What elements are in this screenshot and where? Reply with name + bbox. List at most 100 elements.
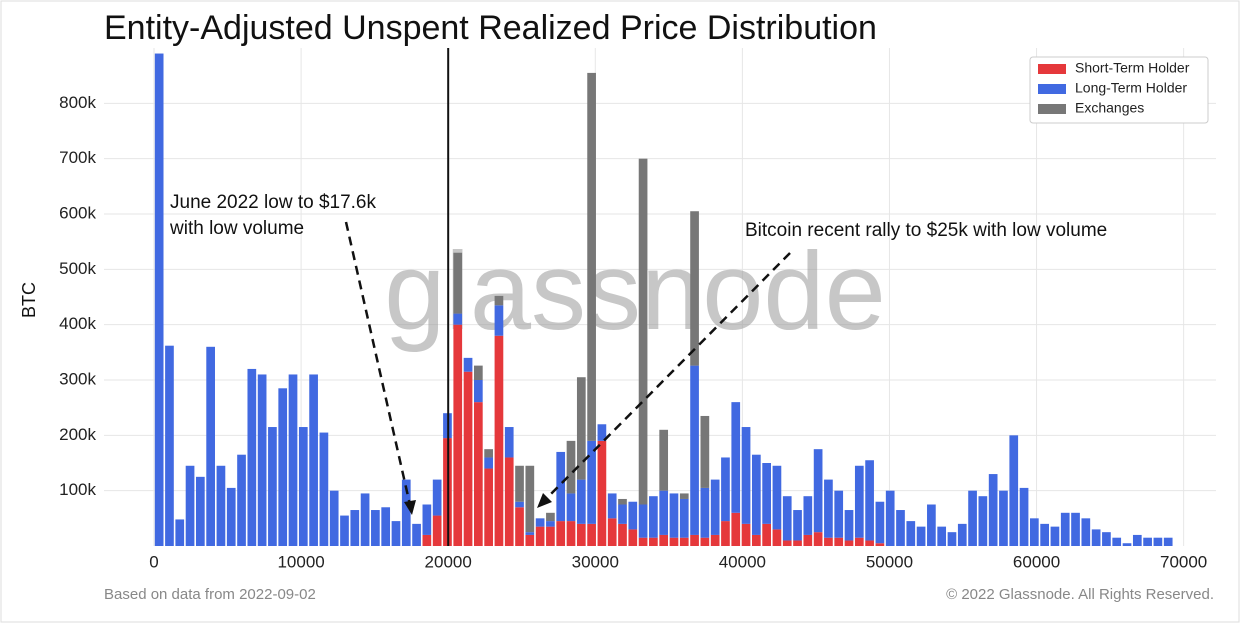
bar-segment — [618, 523, 627, 546]
bar-segment — [875, 501, 885, 544]
bar-segment — [824, 537, 833, 546]
bar-segment — [515, 465, 524, 502]
bar-segment — [1071, 512, 1080, 546]
bar-segment — [844, 540, 854, 546]
bar-segment — [865, 540, 874, 546]
y-tick-label: 700k — [59, 148, 96, 167]
bar-segment — [690, 211, 699, 366]
bar-segment — [721, 457, 730, 522]
bar-segment — [1153, 537, 1163, 546]
bar-segment — [618, 504, 627, 524]
bar-segment — [679, 498, 689, 538]
bar-segment — [700, 537, 710, 546]
bar-segment — [473, 402, 483, 546]
bar-segment — [1091, 529, 1101, 546]
bar-segment — [607, 518, 617, 546]
bar-segment — [638, 158, 648, 505]
bar-segment — [391, 521, 401, 546]
bar-segment — [309, 374, 318, 546]
bar-segment — [237, 454, 246, 546]
y-tick-label: 300k — [59, 369, 96, 388]
y-tick-label: 600k — [59, 203, 96, 222]
bar-segment — [906, 521, 916, 546]
bar-segment — [463, 371, 473, 546]
bar-segment — [566, 440, 576, 494]
bar-segment — [504, 457, 514, 546]
bar-segment — [669, 493, 679, 538]
bar-segment — [999, 490, 1008, 546]
bar-segment — [494, 335, 504, 546]
bar-segment — [927, 504, 936, 546]
bar-segment — [659, 490, 669, 535]
bar-segment — [1163, 537, 1173, 546]
bar-segment — [649, 496, 658, 538]
bar-segment — [896, 510, 905, 546]
bar-segment — [587, 440, 596, 524]
bar-segment — [484, 449, 493, 458]
bar-segment — [803, 496, 813, 535]
bar-segment — [453, 252, 463, 314]
bar-segment — [504, 427, 514, 458]
bar-segment — [1060, 512, 1070, 546]
bar-segment — [649, 537, 658, 546]
annotation-text: with low volume — [169, 218, 304, 239]
y-tick-label: 800k — [59, 93, 96, 112]
bar-segment — [576, 523, 586, 546]
arrow-head — [537, 493, 552, 508]
x-tick-label: 70000 — [1160, 552, 1207, 571]
legend-swatch — [1038, 64, 1066, 74]
legend-label: Long-Term Holder — [1075, 80, 1187, 96]
bar-segment — [834, 537, 844, 546]
bar-segment — [772, 529, 782, 546]
bar-segment — [556, 521, 566, 546]
y-tick-label: 400k — [59, 314, 96, 333]
footer-source: Based on data from 2022-09-02 — [104, 586, 316, 603]
bar-segment — [824, 479, 833, 538]
bar-segment — [556, 451, 566, 522]
bar-segment — [453, 324, 463, 546]
bar-segment — [700, 415, 710, 488]
bar-segment — [762, 463, 771, 524]
bar-segment — [401, 479, 411, 546]
bar-segment — [350, 510, 360, 546]
bar-segment — [566, 521, 576, 546]
bar-segment — [247, 368, 257, 546]
bar-segment — [422, 534, 432, 546]
bar-segment — [1019, 487, 1029, 546]
legend-label: Exchanges — [1075, 100, 1144, 116]
bar-segment — [535, 518, 545, 527]
bar-segment — [751, 534, 761, 546]
y-tick-label: 500k — [59, 259, 96, 278]
bar-segment — [854, 537, 864, 546]
bar-segment — [885, 490, 895, 546]
watermark: glassnode — [384, 230, 886, 353]
legend-swatch — [1038, 84, 1066, 94]
bar-segment — [546, 521, 555, 527]
bar-segment — [525, 532, 535, 535]
bar-segment — [473, 365, 483, 380]
bar-segment — [515, 507, 524, 546]
bar-segment — [484, 468, 493, 546]
annotation-arrow — [344, 221, 412, 506]
bar-segment — [957, 523, 967, 546]
bar-segment — [546, 526, 555, 546]
annotation-arrow — [544, 252, 791, 501]
bar-segment — [679, 537, 689, 546]
bar-segment — [731, 402, 741, 513]
bar-segment — [813, 532, 823, 546]
bar-segment — [988, 474, 998, 546]
bar-segment — [515, 501, 524, 508]
bar-segment — [268, 427, 277, 546]
bar-segment — [175, 519, 185, 546]
bar-segment — [1081, 518, 1091, 546]
bar-segment — [710, 479, 720, 535]
bar-segment — [618, 498, 627, 505]
bar-segment — [226, 487, 236, 546]
bar-segment — [813, 449, 823, 533]
bar-segment — [1102, 532, 1111, 546]
bar-segment — [690, 365, 699, 535]
bar-segment — [494, 295, 504, 306]
bar-segment — [576, 377, 586, 480]
bar-segment — [937, 526, 947, 546]
legend-label: Short-Term Holder — [1075, 60, 1190, 76]
